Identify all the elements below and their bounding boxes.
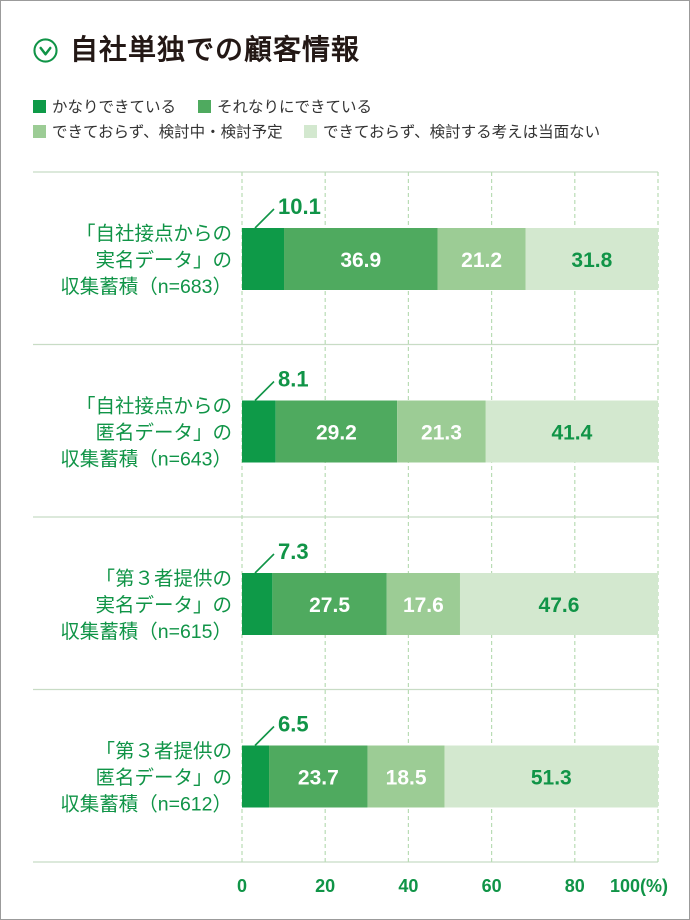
category-label: 収集蓄積（n=683） — [60, 276, 232, 298]
legend-label: かなりできている — [52, 98, 177, 116]
data-label-no-plans: 41.4 — [551, 422, 592, 445]
legend-item-no-plans: できておらず、検討する考えは当面ない — [304, 122, 601, 141]
category-label: 収集蓄積（n=615） — [60, 621, 232, 643]
data-label-considering: 18.5 — [386, 767, 427, 790]
data-label-considering: 17.6 — [403, 594, 444, 617]
leader-line — [254, 208, 275, 229]
category-label: 匿名データ」の — [95, 767, 232, 789]
legend-swatch — [33, 124, 46, 138]
bar-segment-fully-capable — [242, 400, 276, 463]
bar-segment-fully-capable — [242, 573, 273, 635]
data-label-no-plans: 31.8 — [571, 249, 612, 272]
data-label-fully-capable: 8.1 — [278, 367, 309, 392]
legend-item-somewhat-capable: それなりにできている — [198, 97, 373, 116]
leader-line — [254, 725, 275, 747]
bar-segment-considering — [386, 573, 460, 635]
x-tick-label: 20 — [315, 876, 335, 896]
legend-label: できておらず、検討する考えは当面ない — [323, 123, 601, 141]
x-tick-label: 100(%) — [610, 876, 668, 896]
data-label-considering: 21.2 — [461, 249, 502, 272]
category-label: 「第３者提供の — [95, 568, 232, 590]
chevron-down-circle-icon — [33, 37, 58, 63]
category-label: 実名データ」の — [95, 595, 232, 617]
data-label-somewhat-capable: 23.7 — [298, 767, 339, 790]
leader-line — [254, 553, 275, 574]
category-label: 「自社接点からの — [76, 223, 232, 245]
bar-segment-no-plans — [485, 400, 658, 463]
bar-segment-somewhat-capable — [275, 400, 398, 463]
legend-swatch — [198, 99, 211, 113]
data-label-fully-capable: 10.1 — [278, 194, 321, 219]
data-label-no-plans: 51.3 — [531, 767, 572, 790]
legend-label: それなりにできている — [217, 98, 373, 116]
data-label-somewhat-capable: 29.2 — [316, 422, 357, 445]
category-label: 「第３者提供の — [95, 741, 232, 763]
chart-header: 自社単独での顧客情報 — [33, 30, 360, 70]
x-tick-label: 80 — [565, 876, 585, 896]
data-label-fully-capable: 7.3 — [278, 539, 309, 564]
bar-segment-considering — [367, 745, 445, 808]
category-label: 「自社接点からの — [76, 396, 232, 418]
x-tick-label: 60 — [482, 876, 502, 896]
data-label-considering: 21.3 — [421, 422, 462, 445]
category-label: 匿名データ」の — [95, 422, 232, 444]
data-label-somewhat-capable: 36.9 — [340, 249, 381, 272]
category-label: 収集蓄積（n=643） — [60, 449, 232, 471]
data-label-fully-capable: 6.5 — [278, 712, 309, 737]
x-tick-label: 0 — [237, 876, 247, 896]
leader-line — [254, 380, 275, 402]
x-tick-label: 40 — [398, 876, 418, 896]
category-label: 実名データ」の — [95, 250, 232, 272]
legend-swatch — [33, 99, 46, 113]
bar-segment-somewhat-capable — [269, 745, 368, 808]
data-label-somewhat-capable: 27.5 — [309, 594, 350, 617]
bar-segment-fully-capable — [242, 745, 270, 808]
data-label-no-plans: 47.6 — [539, 594, 580, 617]
chart-title: 自社単独での顧客情報 — [70, 33, 361, 66]
legend-item-considering: できておらず、検討中・検討予定 — [33, 122, 283, 141]
category-label: 収集蓄積（n=612） — [60, 794, 232, 816]
bar-segment-somewhat-capable — [284, 228, 438, 290]
bar-segment-no-plans — [525, 228, 658, 290]
bar-segment-somewhat-capable — [272, 573, 387, 635]
bar-segment-fully-capable — [242, 228, 285, 290]
bar-segment-considering — [437, 228, 526, 290]
bar-segment-considering — [397, 400, 486, 463]
bar-segment-no-plans — [459, 573, 658, 635]
legend-label: できておらず、検討中・検討予定 — [52, 123, 283, 141]
legend-item-fully-capable: かなりできている — [33, 97, 177, 116]
bar-segment-no-plans — [444, 745, 658, 808]
legend-swatch — [304, 124, 317, 138]
